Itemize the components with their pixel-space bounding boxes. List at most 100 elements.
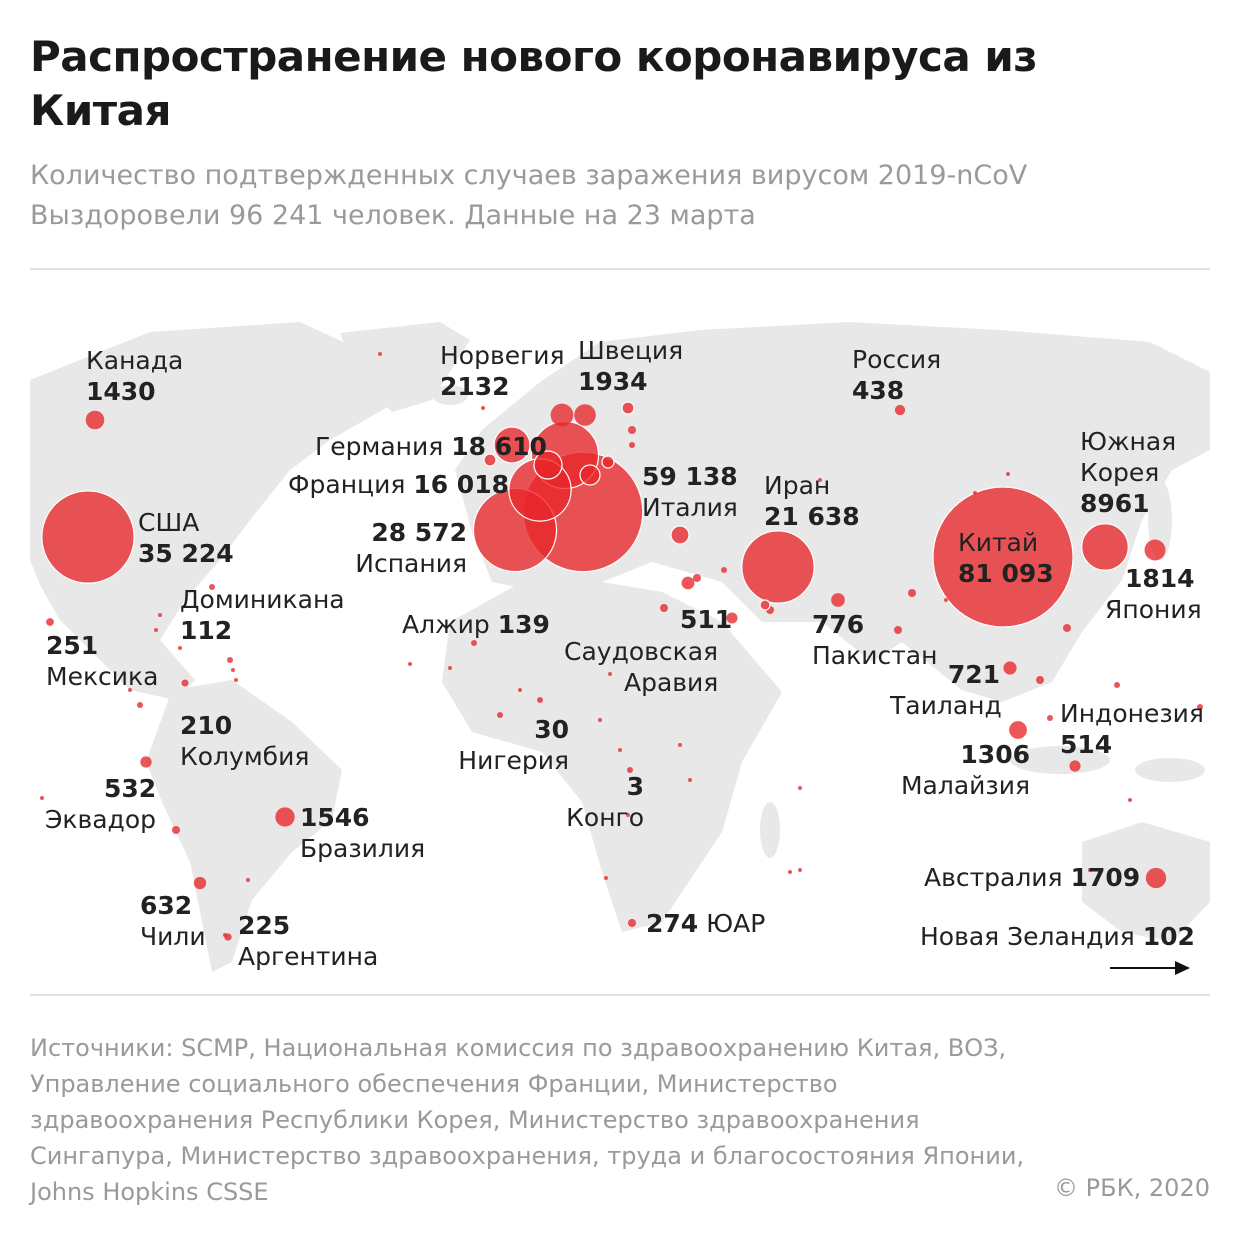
north-america [30, 322, 420, 700]
country-name: Швеция [578, 336, 684, 365]
case-count: 3 [626, 772, 644, 801]
bubble-other-26 [518, 688, 522, 692]
bubble-other-5 [621, 401, 635, 415]
country-name: Франция [288, 470, 406, 499]
subtitle-line-1: Количество подтвержденных случаев зараже… [30, 160, 1028, 191]
bubble-28 [1069, 760, 1081, 772]
bubble-other-19 [1047, 715, 1053, 721]
country-name: Алжир [402, 610, 490, 639]
country-label: Швеция 1934 [578, 335, 683, 397]
country-label: 1546 Бразилия [300, 802, 425, 864]
case-count: 225 [238, 911, 291, 940]
country-name: Иран [764, 471, 831, 500]
bubble-5 [140, 756, 152, 768]
africa [442, 582, 782, 932]
bubble-other-13 [660, 604, 668, 612]
case-count: 532 [104, 774, 157, 803]
bubble-17 [932, 486, 1074, 628]
country-name: Италия [642, 493, 738, 522]
case-count: 251 [46, 631, 99, 660]
bubble-other-16 [1197, 704, 1203, 710]
bubble-other-10 [693, 574, 701, 582]
bubble-other-24 [408, 662, 412, 666]
bubble-other-22 [378, 352, 382, 356]
country-name: Доминикана [180, 585, 345, 614]
case-count: 21 638 [764, 502, 860, 531]
case-count: 8961 [1080, 489, 1150, 518]
case-count: 511 [680, 605, 733, 634]
case-bubbles [40, 352, 1203, 941]
country-name-line: Саудовская [564, 637, 719, 666]
country-name-line: Аравия [624, 668, 719, 697]
arrow-right-icon [1110, 961, 1190, 975]
case-count: 1430 [86, 377, 156, 406]
bubble-16 [894, 404, 906, 416]
country-name: Германия [315, 432, 444, 461]
bubble-other-40 [154, 628, 158, 632]
bubble-other-15 [1063, 624, 1071, 632]
bubble-other-56 [944, 598, 948, 602]
country-name: Пакистан [812, 641, 938, 670]
bubble-other-43 [172, 826, 180, 834]
subtitle-line-2: Выздоровели 96 241 человек. Данные на 23… [30, 200, 756, 231]
indonesia [1010, 746, 1110, 774]
bubble-other-21 [894, 626, 902, 634]
case-count: 632 [140, 891, 193, 920]
bubble-other-25 [448, 666, 452, 670]
case-count: 210 [180, 711, 233, 740]
south-america [146, 680, 342, 972]
country-name: Мексика [46, 662, 159, 691]
bubble-other-1 [483, 453, 497, 467]
bubble-23 [497, 712, 503, 718]
country-name: Австралия [924, 863, 1063, 892]
country-label: 210 Колумбия [180, 710, 309, 772]
country-label: Австралия 1709 [924, 862, 1140, 893]
country-label: Индонезия 514 [1060, 698, 1204, 760]
bubble-other-50 [608, 672, 612, 676]
case-count: 721 [947, 660, 1000, 689]
bubble-other-7 [629, 442, 635, 448]
bubble-other-39 [158, 613, 162, 617]
top-divider [30, 268, 1210, 270]
country-label: 274 ЮАР [646, 908, 765, 939]
bubble-24 [627, 767, 633, 773]
bubble-other-8 [670, 525, 690, 545]
country-name: Нигерия [458, 746, 569, 775]
bubble-0 [85, 410, 105, 430]
bubble-other-33 [798, 868, 802, 872]
subtitle: Количество подтвержденных случаев зараже… [30, 156, 1027, 236]
bubble-10 [574, 404, 596, 426]
country-name: Китай [958, 528, 1039, 557]
country-name: Индонезия [1060, 699, 1204, 728]
case-count: 1709 [1070, 863, 1141, 892]
bubble-7 [193, 876, 207, 890]
case-count: 112 [180, 616, 233, 645]
bubble-other-14 [721, 567, 727, 573]
bubble-4 [181, 679, 189, 687]
bubble-other-17 [1114, 682, 1120, 688]
country-name: Малайзия [900, 771, 1030, 800]
country-label: 776 Пакистан [812, 609, 937, 671]
bubble-other-31 [798, 786, 802, 790]
country-name: Норвегия [440, 341, 565, 370]
country-label: 59 138 Италия [642, 461, 738, 523]
bottom-divider [30, 994, 1210, 996]
bubble-1 [41, 490, 135, 584]
case-count: 438 [852, 376, 905, 405]
bubble-20 [831, 593, 845, 607]
madagascar [760, 802, 780, 858]
bubble-other-32 [788, 870, 792, 874]
bubble-other-37 [234, 678, 238, 682]
bubble-15 [741, 530, 815, 604]
bubble-other-47 [128, 688, 132, 692]
bubble-other-30 [688, 778, 692, 782]
case-count: 274 [646, 909, 699, 938]
bubble-29 [1145, 867, 1167, 889]
country-name: Чили [140, 922, 206, 951]
country-name: ЮАР [706, 909, 766, 938]
bubble-other-44 [246, 878, 250, 882]
country-name: Япония [1105, 595, 1202, 624]
country-name: США [138, 508, 200, 537]
country-name-line: Корея [1080, 458, 1160, 487]
iceland [432, 385, 468, 405]
